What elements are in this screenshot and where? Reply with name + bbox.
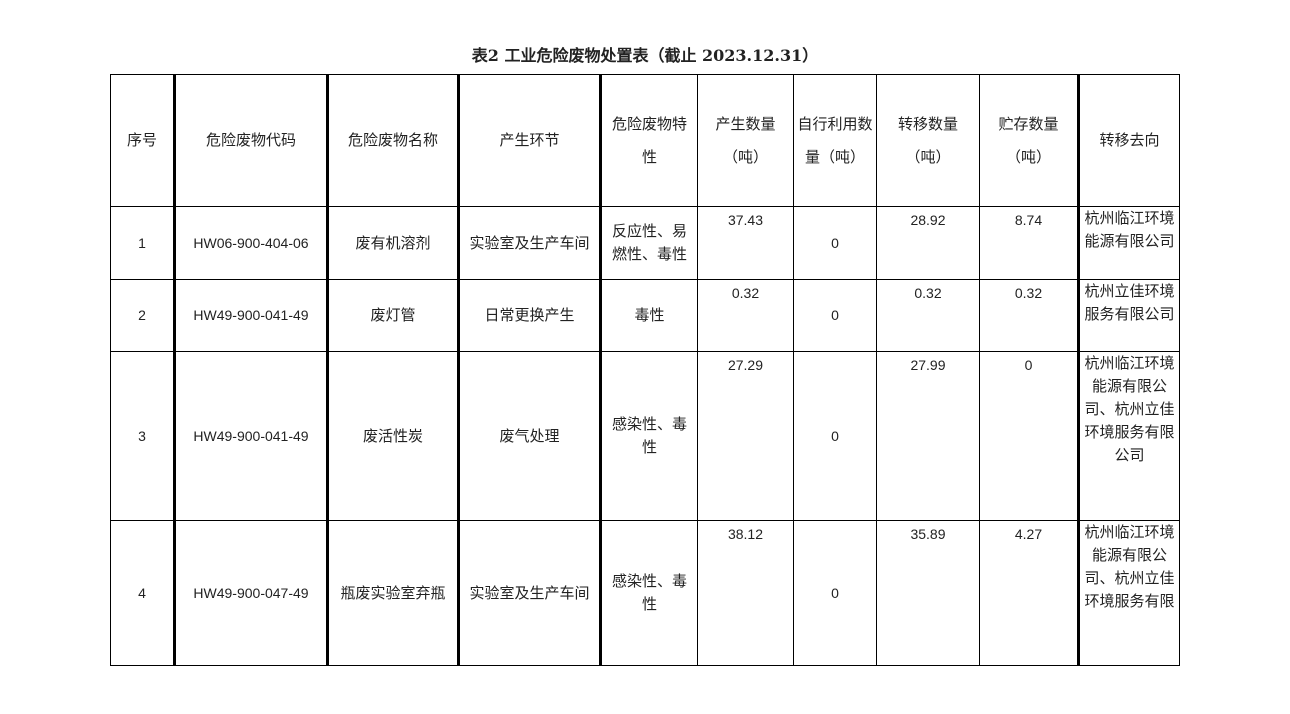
cell-property: 感染性、毒性 — [599, 520, 698, 666]
cell-stage: 废气处理 — [457, 351, 601, 521]
cell-stage: 日常更换产生 — [457, 279, 601, 352]
cell-produced: 0.32 — [697, 279, 794, 352]
cell-self-used: 0 — [793, 520, 877, 666]
cell-no: 2 — [110, 279, 175, 352]
cell-stored: 0.32 — [979, 279, 1079, 352]
cell-produced: 38.12 — [697, 520, 794, 666]
cell-self-used: 0 — [793, 351, 877, 521]
cell-code: HW49-900-041-49 — [173, 351, 328, 521]
table-row: 3 HW49-900-041-49 废活性炭 废气处理 感染性、毒性 27.29 0 27.9… — [110, 351, 1180, 521]
cell-no: 3 — [110, 351, 175, 521]
table-row: 4 HW49-900-047-49 瓶废实验室弃瓶 实验室及生产车间 感染性、毒性 38.… — [110, 520, 1180, 666]
cell-stored: 4.27 — [979, 520, 1079, 666]
cell-destination: 杭州临江环境能源有限公司、杭州立佳环境服务有限公司 — [1077, 351, 1180, 521]
cell-transferred: 27.99 — [876, 351, 980, 521]
cell-destination: 杭州临江环境能源有限公司、杭州立佳环境服务有限 — [1077, 520, 1180, 666]
header-cell: 危险废物代码 — [173, 74, 328, 207]
cell-name: 废灯管 — [326, 279, 459, 352]
cell-transferred: 28.92 — [876, 206, 980, 280]
cell-stored: 8.74 — [979, 206, 1079, 280]
cell-property: 毒性 — [599, 279, 698, 352]
hazardous-waste-table: 序号 危险废物代码 危险废物名称 产生环节 危险废物特性 产生数量（吨） 自行利… — [110, 74, 1180, 666]
header-cell: 贮存数量（吨） — [979, 74, 1079, 207]
header-row: 序号 危险废物代码 危险废物名称 产生环节 危险废物特性 产生数量（吨） 自行利… — [110, 74, 1180, 207]
header-cell: 转移去向 — [1077, 74, 1180, 207]
header-cell: 危险废物特性 — [599, 74, 698, 207]
header-cell: 序号 — [110, 74, 175, 207]
cell-name: 瓶废实验室弃瓶 — [326, 520, 459, 666]
cell-name: 废有机溶剂 — [326, 206, 459, 280]
cell-transferred: 0.32 — [876, 279, 980, 352]
cell-produced: 37.43 — [697, 206, 794, 280]
cell-property: 感染性、毒性 — [599, 351, 698, 521]
cell-code: HW49-900-041-49 — [173, 279, 328, 352]
cell-stored: 0 — [979, 351, 1079, 521]
cell-code: HW49-900-047-49 — [173, 520, 328, 666]
cell-self-used: 0 — [793, 279, 877, 352]
cell-no: 4 — [110, 520, 175, 666]
header-cell: 危险废物名称 — [326, 74, 459, 207]
table-row: 1 HW06-900-404-06 废有机溶剂 实验室及生产车间 反应性、易燃性、毒性 3… — [110, 206, 1180, 280]
header-cell: 自行利用数量（吨） — [793, 74, 877, 207]
cell-no: 1 — [110, 206, 175, 280]
header-cell: 转移数量（吨） — [876, 74, 980, 207]
cell-stage: 实验室及生产车间 — [457, 206, 601, 280]
cell-self-used: 0 — [793, 206, 877, 280]
cell-destination: 杭州立佳环境服务有限公司 — [1077, 279, 1180, 352]
cell-destination: 杭州临江环境能源有限公司 — [1077, 206, 1180, 280]
cell-name: 废活性炭 — [326, 351, 459, 521]
table-row: 2 HW49-900-041-49 废灯管 日常更换产生 毒性 0.32 0 0.32 0.32… — [110, 279, 1180, 352]
cell-property: 反应性、易燃性、毒性 — [599, 206, 698, 280]
cell-code: HW06-900-404-06 — [173, 206, 328, 280]
header-cell: 产生环节 — [457, 74, 601, 207]
cell-produced: 27.29 — [697, 351, 794, 521]
cell-transferred: 35.89 — [876, 520, 980, 666]
cell-stage: 实验室及生产车间 — [457, 520, 601, 666]
table-title: 表2 工业危险废物处置表（截止 2023.12.31） — [471, 46, 819, 65]
header-cell: 产生数量（吨） — [697, 74, 794, 207]
